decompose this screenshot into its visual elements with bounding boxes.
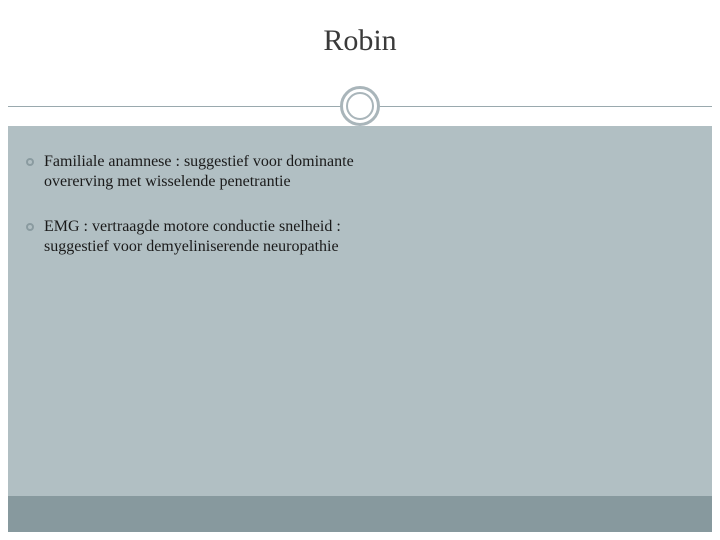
footer-bar [8,496,712,532]
bullet-icon [26,158,34,166]
bullet-text: EMG : vertraagde motore conductie snelhe… [44,217,356,258]
content-column: Familiale anamnese : suggestief voor dom… [26,152,356,282]
bullet-icon [26,223,34,231]
slide-container: Robin Familiale anamnese : suggestief vo… [8,8,712,532]
list-item: Familiale anamnese : suggestief voor dom… [26,152,356,193]
slide-title: Robin [323,24,396,58]
circle-ornament-icon [340,86,380,126]
bullet-text: Familiale anamnese : suggestief voor dom… [44,152,356,193]
list-item: EMG : vertraagde motore conductie snelhe… [26,217,356,258]
body-area: Familiale anamnese : suggestief voor dom… [8,126,712,496]
